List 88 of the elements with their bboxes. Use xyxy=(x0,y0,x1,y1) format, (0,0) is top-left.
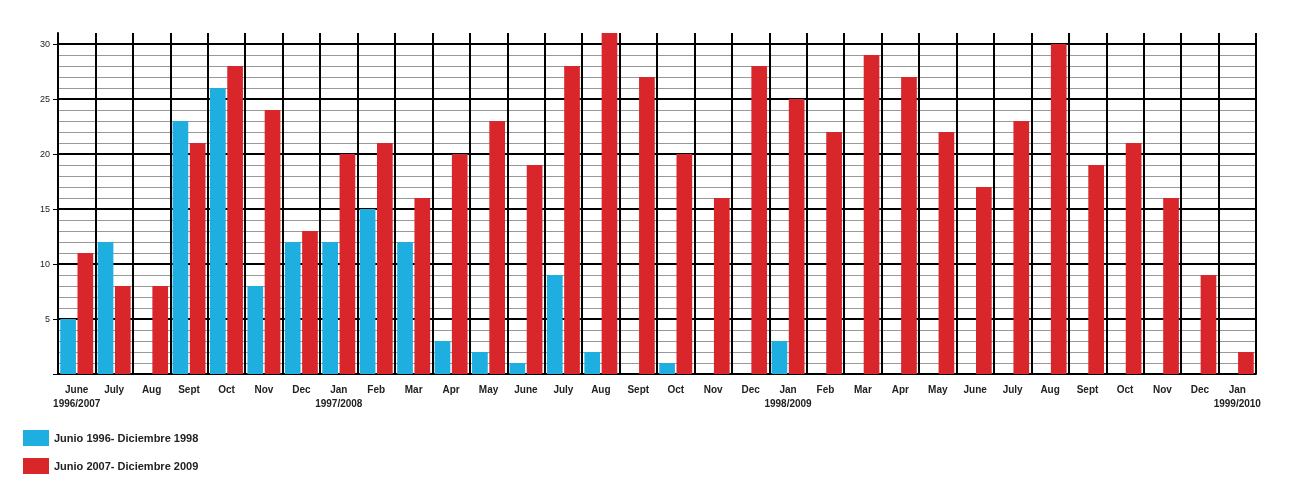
x-tick-label: Jan 1997/2008 xyxy=(315,383,363,409)
x-tick-label: Dec xyxy=(292,383,311,395)
bar xyxy=(322,242,338,374)
x-tick-label: June xyxy=(963,383,988,395)
bar xyxy=(77,253,94,374)
x-tick-label: Apr xyxy=(442,383,460,395)
bar xyxy=(434,341,451,374)
bar xyxy=(659,363,675,374)
legend-label: Junio 1996- Diciembre 1998 xyxy=(54,432,199,444)
bar xyxy=(1125,143,1142,374)
bar xyxy=(676,154,693,374)
bar xyxy=(189,143,206,374)
bar xyxy=(938,132,955,374)
bar xyxy=(901,77,917,374)
bar xyxy=(284,242,301,374)
y-tick-label: 30 xyxy=(39,39,50,49)
bar xyxy=(489,121,505,374)
bar xyxy=(788,99,805,374)
bar xyxy=(1238,352,1254,374)
x-tick-label: July xyxy=(104,383,125,395)
x-tick-label: Dec xyxy=(741,383,761,395)
bar xyxy=(472,352,488,374)
bar xyxy=(1163,198,1179,374)
x-tick-label: Jan 1999/2010 xyxy=(1213,383,1262,409)
x-tick-label: Oct xyxy=(667,383,685,395)
x-tick-label: May xyxy=(478,383,499,395)
bar xyxy=(564,66,580,374)
bar xyxy=(1050,44,1067,374)
x-tick-label: Nov xyxy=(703,383,724,395)
x-tick-label: Aug xyxy=(141,383,162,395)
y-tick-label: 15 xyxy=(39,204,50,214)
bar xyxy=(210,88,226,374)
x-tick-label: Jan 1998/2009 xyxy=(764,383,813,409)
bar xyxy=(1200,275,1217,374)
bar xyxy=(639,77,655,374)
x-tick-label: Feb xyxy=(816,383,835,395)
bar xyxy=(863,55,880,374)
bar xyxy=(227,66,243,374)
x-tick-label: Nov xyxy=(1152,383,1173,395)
x-tick-label: Sept xyxy=(1076,383,1100,395)
x-tick-label: May xyxy=(928,383,948,395)
bar xyxy=(751,66,768,374)
bar xyxy=(546,275,563,374)
y-tick-label: 5 xyxy=(44,314,50,324)
bar xyxy=(601,33,618,374)
x-tick-label: Mar xyxy=(854,383,872,395)
x-tick-label: Oct xyxy=(1116,383,1134,395)
bar xyxy=(264,110,281,374)
y-tick-label: 20 xyxy=(39,149,50,159)
bar xyxy=(1013,121,1030,374)
bar xyxy=(152,286,169,374)
legend-label: Junio 2007- Diciembre 2009 xyxy=(54,460,199,472)
x-tick-label: Sept xyxy=(178,383,201,395)
x-tick-label: Dec xyxy=(1190,383,1210,395)
bar xyxy=(584,352,601,374)
y-tick-label: 25 xyxy=(39,94,50,104)
bar xyxy=(339,154,356,374)
bar xyxy=(397,242,413,374)
bar xyxy=(114,286,131,374)
x-tick-label: Apr xyxy=(891,383,910,395)
x-tick-label: July xyxy=(1002,383,1024,395)
bar xyxy=(771,341,788,374)
bar xyxy=(60,319,76,374)
x-tick-label: Aug xyxy=(1040,383,1060,395)
bar xyxy=(509,363,526,374)
bar xyxy=(713,198,730,374)
bar xyxy=(97,242,114,374)
bar xyxy=(359,209,376,374)
x-tick-label: Sept xyxy=(627,383,650,395)
bar xyxy=(377,143,393,374)
x-tick-label: Feb xyxy=(367,383,386,395)
bar xyxy=(451,154,468,374)
bar xyxy=(1088,165,1104,374)
bar xyxy=(172,121,189,374)
bar xyxy=(302,231,318,374)
bar xyxy=(414,198,431,374)
x-tick-label: June 1996/2007 xyxy=(53,383,101,409)
bar xyxy=(247,286,264,374)
bar xyxy=(526,165,543,374)
x-tick-label: Mar xyxy=(404,383,423,395)
x-tick-label: Nov xyxy=(254,383,274,395)
x-tick-label: Aug xyxy=(591,383,611,395)
x-tick-label: Oct xyxy=(218,383,236,395)
x-tick-label: July xyxy=(553,383,574,395)
x-tick-label: June xyxy=(514,383,539,395)
y-tick-label: 10 xyxy=(39,259,50,269)
bar xyxy=(826,132,842,374)
bar xyxy=(976,187,992,374)
